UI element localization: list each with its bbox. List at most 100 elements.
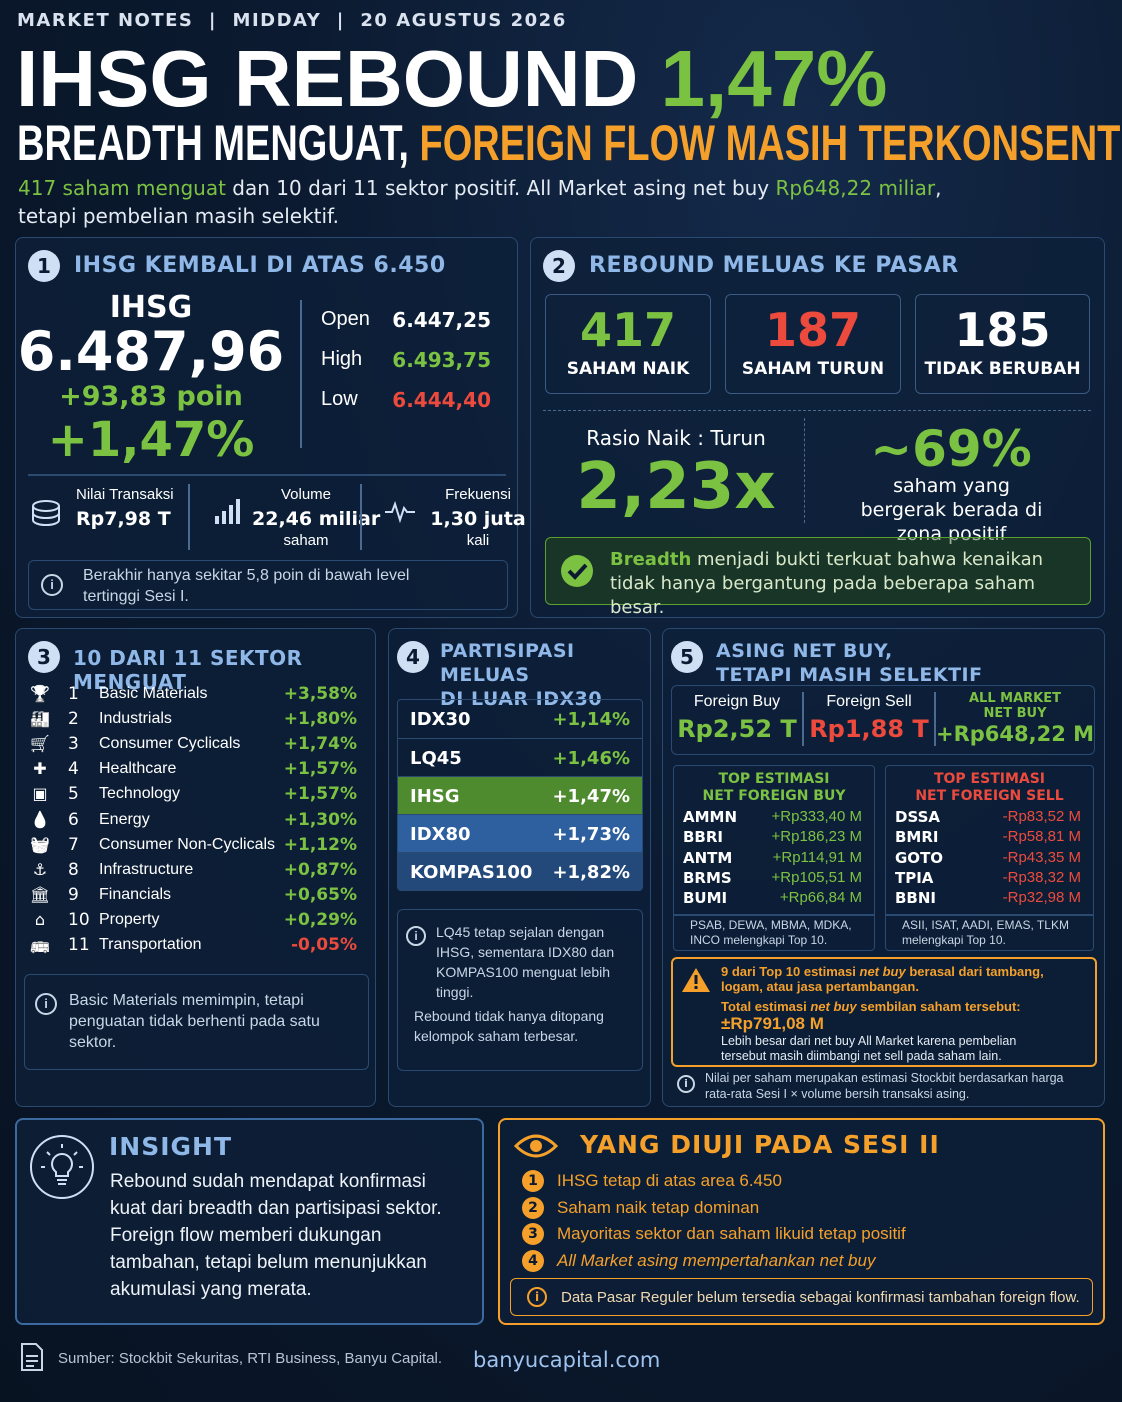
sector-name: Energy (99, 810, 150, 828)
divider (360, 484, 362, 550)
sector-rank: 4 (68, 759, 79, 780)
divider (188, 484, 190, 550)
sector-rank: 8 (68, 859, 79, 880)
sector-name: Technology (99, 785, 180, 803)
ticker: DSSA (895, 808, 940, 826)
table-title: NET FOREIGN SELL (915, 788, 1064, 804)
note-text: Berakhir hanya sekitar 5,8 poin di bawah… (83, 567, 410, 605)
note-text: Rebound tidak hanya ditopang kelompok sa… (414, 1008, 604, 1044)
index-value: 6.487,96 (17, 320, 285, 383)
index-change: +1,14% (552, 709, 630, 730)
lead-text: dan 10 dari 11 sektor positif. All Marke… (232, 176, 770, 200)
sector-name: Transportation (99, 936, 202, 953)
test-note-box: i Data Pasar Reguler belum tersedia seba… (510, 1278, 1093, 1316)
info-icon: i (41, 574, 63, 596)
ticker: ANTM (683, 848, 733, 867)
total-note: Lebih besar dari net buy All Market kare… (721, 1034, 1017, 1063)
ohl-value: 6.493,75 (392, 348, 491, 372)
ticker: AMMN (683, 808, 738, 826)
sector-rank: 7 (68, 834, 79, 855)
sector-icon: 🚌 (30, 935, 50, 954)
total-label: Total estimasi net buy sembilan saham te… (721, 999, 1081, 1014)
sector-name: Consumer Non-Cyclicals (99, 835, 276, 853)
kicker: MARKET NOTES | MIDDAY | 20 AGUSTUS 2026 (17, 10, 567, 31)
badge: 4 (397, 641, 429, 673)
insight-box: INSIGHT Rebound sudah mendapat konfirmas… (15, 1118, 484, 1325)
divider (28, 474, 506, 476)
index-change: +1,47% (552, 786, 630, 807)
index-row: IDX80 +1,73% (398, 814, 642, 852)
stat-icon (32, 500, 60, 527)
top-buy: TOP ESTIMASI NET FOREIGN BUY AMMN +Rp333,40… (673, 765, 875, 951)
divider (934, 692, 936, 746)
flow-value: +Rp186,23 M (771, 828, 862, 846)
flow-value: -Rp32,98 M (1002, 889, 1081, 907)
badge: 2 (543, 250, 575, 282)
index-change: +1,46% (552, 748, 630, 769)
sector-change: +1,80% (283, 709, 357, 730)
badge: 3 (28, 641, 60, 673)
sector-icon: 🛒 (30, 734, 50, 754)
sector-change: +0,65% (283, 884, 357, 905)
breadth-box: Breadth menjadi bukti terkuat bahwa kena… (545, 537, 1091, 618)
ticker: BBRI (683, 828, 723, 847)
count-value: 417 (579, 303, 677, 357)
lead: 417 saham menguat dan 10 dari 11 sektor … (18, 174, 978, 230)
breadth-key: Breadth (610, 549, 692, 570)
divider (886, 914, 1093, 916)
total-value: ±Rp791,08 M (721, 1014, 824, 1033)
stat-icon (215, 499, 240, 524)
table-note: PSAB, DEWA, MBMA, MDKA, INCO melengkapi … (690, 918, 852, 947)
source: Sumber: Stockbit Sekuritas, RTI Business… (58, 1350, 443, 1367)
bulb-icon (30, 1135, 94, 1199)
ohl-label: Low (321, 388, 358, 410)
flow: ALL MARKET NET BUY +Rp648,22 M (934, 686, 1096, 752)
divider (802, 692, 804, 746)
sector-icon: 🏛 (29, 884, 51, 904)
note-box: i LQ45 tetap sejalan dengan IHSG, sement… (397, 909, 643, 1071)
count-box: 417 SAHAM NAIK (545, 294, 711, 394)
test-note: Data Pasar Reguler belum tersedia sebaga… (561, 1289, 1080, 1306)
index-row: KOMPAS100 +1,82% (398, 852, 642, 890)
index-name: LQ45 (410, 748, 462, 769)
ticker: BMRI (895, 828, 939, 847)
info-icon: i (406, 926, 426, 946)
sector-name: Property (99, 910, 160, 928)
count-box: 185 TIDAK BERUBAH (915, 294, 1090, 394)
panel-ihsg: 1 IHSG KEMBALI DI ATAS 6.450 IHSG 6.487,… (15, 237, 526, 618)
top-sell: TOP ESTIMASI NET FOREIGN SELL DSSA -Rp83,52… (885, 765, 1094, 951)
flow-value: -Rp58,81 M (1002, 828, 1081, 846)
note-text: Basic Materials memimpin, tetapi penguat… (69, 992, 320, 1051)
test-number: 2 (522, 1196, 544, 1219)
title-text: IHSG REBOUND (16, 34, 639, 123)
index-name: IHSG (410, 786, 460, 807)
sector-change: +3,58% (283, 684, 357, 704)
flow-label: ALL MARKET NET BUY (969, 691, 1061, 721)
test-number: 4 (522, 1249, 544, 1272)
stat-unit: kali (466, 532, 490, 549)
sector-icon: ▣ (32, 784, 48, 804)
badge: 1 (28, 250, 60, 282)
title: IHSG REBOUND 1,47% (16, 34, 887, 124)
index-row: IDX30 +1,14% (398, 700, 642, 738)
ohl-label: High (321, 348, 363, 370)
title-pct: 1,47% (660, 34, 888, 123)
stat-icon (385, 500, 415, 524)
change-points: +93,83 poin (59, 381, 243, 412)
note-box: i Basic Materials memimpin, tetapi pengu… (24, 974, 369, 1070)
panel-title: REBOUND MELUAS KE PASAR (589, 253, 959, 278)
sector-name: Financials (99, 885, 172, 903)
sector-name: Basic Materials (99, 685, 208, 702)
sector-change: +0,29% (283, 909, 357, 930)
count-label: SAHAM TURUN (741, 359, 885, 379)
test-text: All Market asing mempertahankan net buy (557, 1250, 876, 1270)
sector-icon: ✚ (33, 759, 47, 779)
ticker: BUMI (683, 889, 728, 908)
title-line: PARTISIPASI MELUAS (440, 640, 575, 686)
panel-title: ASING NET BUY, TETAPI MASIH SELEKTIF (716, 639, 983, 687)
flow: Foreign Buy Rp2,52 T (672, 686, 802, 752)
warning-part: 9 dari Top 10 estimasi (721, 964, 856, 979)
ohl-value: 6.447,25 (392, 308, 491, 332)
doc-icon (21, 1343, 43, 1371)
